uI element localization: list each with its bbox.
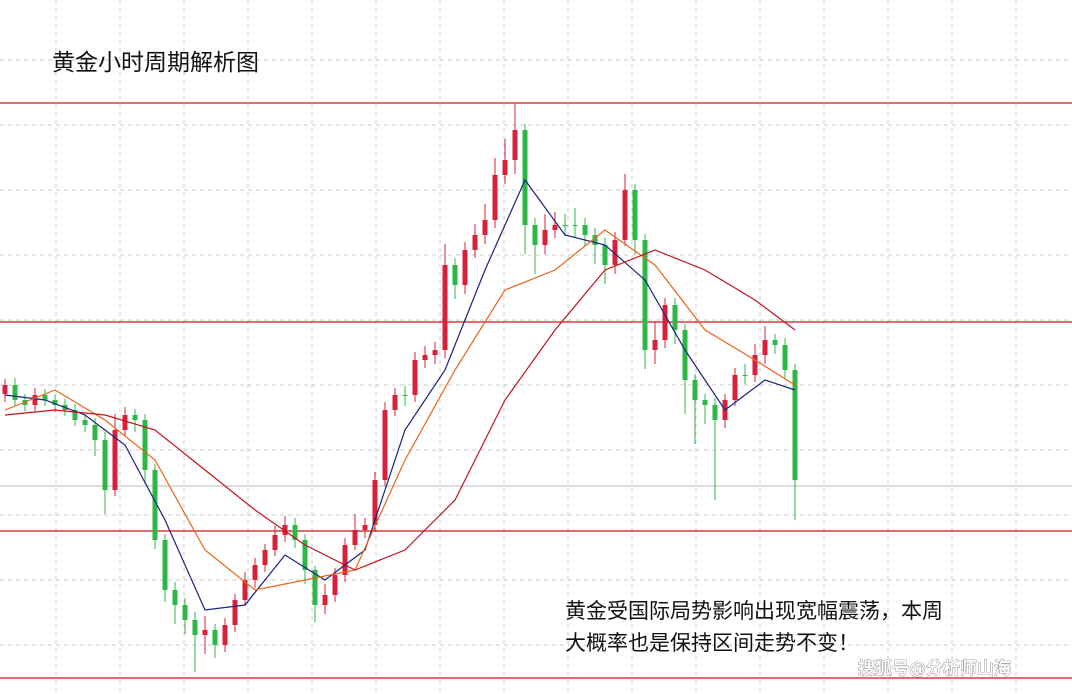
candle-body <box>792 370 798 480</box>
candle-body <box>602 245 608 265</box>
candle-body <box>292 525 298 540</box>
candle-body <box>2 385 8 394</box>
annotation: 黄金受国际局势影响出现宽幅震荡，本周 <box>565 599 943 623</box>
candle-body <box>762 340 768 355</box>
candle-body <box>412 360 418 395</box>
candle-body <box>212 630 218 645</box>
candle-body <box>312 570 318 605</box>
candle-body <box>782 345 788 370</box>
candle-body <box>642 240 648 350</box>
candle-body <box>332 575 338 595</box>
candle-body <box>222 625 228 645</box>
candle-body <box>712 405 718 420</box>
candle-body <box>202 630 208 635</box>
candle-body <box>252 565 258 580</box>
candle-body <box>182 605 188 620</box>
candle-body <box>152 470 158 540</box>
candle-body <box>442 265 448 350</box>
candle-body <box>342 545 348 575</box>
candle-body <box>232 600 238 625</box>
candle-body <box>242 580 248 600</box>
candle-body <box>272 535 278 550</box>
candle-body <box>522 130 528 225</box>
candle-body <box>82 420 88 425</box>
candle-body <box>282 525 288 535</box>
candle-body <box>662 305 668 340</box>
candle-body <box>652 340 658 350</box>
candle-body <box>552 225 558 230</box>
moving-average <box>4 178 796 611</box>
candle-body <box>682 330 688 380</box>
candle-body <box>402 395 408 396</box>
candle-body <box>362 525 368 530</box>
candle-body <box>672 305 678 330</box>
candle-body <box>502 160 508 175</box>
candle-body <box>472 235 478 250</box>
candle-body <box>122 415 128 430</box>
candle-body <box>132 415 138 420</box>
candle-body <box>382 410 388 480</box>
candle-body <box>262 550 268 565</box>
candle-body <box>302 540 308 570</box>
candle-body <box>432 350 438 355</box>
candle-body <box>372 480 378 525</box>
candle-body <box>742 375 748 376</box>
candle-body <box>192 620 198 635</box>
candle-body <box>482 220 488 235</box>
candle-body <box>422 355 428 360</box>
moving-average <box>4 229 796 591</box>
candle-body <box>622 190 628 240</box>
candle-body <box>702 400 708 405</box>
candle-body <box>162 540 168 590</box>
candle-body <box>772 340 778 345</box>
candle-body <box>582 225 588 235</box>
candle-body <box>42 395 48 400</box>
candle-body <box>632 190 638 240</box>
plot <box>0 102 1072 679</box>
candle-body <box>12 385 18 400</box>
candle-body <box>692 380 698 400</box>
chart-title: 黄金小时周期解析图 <box>52 50 259 76</box>
candle-body <box>562 225 568 226</box>
candle-body <box>92 425 98 440</box>
candle-body <box>752 355 758 375</box>
candle-body <box>592 235 598 245</box>
candle-body <box>32 395 38 405</box>
candle-body <box>172 590 178 605</box>
candle-body <box>542 230 548 245</box>
candle-body <box>392 395 398 410</box>
candle-body <box>532 225 538 245</box>
candle-body <box>112 430 118 490</box>
watermark: 搜狐号@分析师山海 <box>858 658 1011 679</box>
candle-body <box>352 530 358 545</box>
candle-body <box>492 175 498 220</box>
annotation: 大概率也是保持区间走势不变！ <box>565 631 859 655</box>
candle-body <box>322 595 328 605</box>
candle-body <box>462 250 468 285</box>
candle-body <box>732 375 738 400</box>
candle-body <box>572 225 578 226</box>
candle-body <box>452 265 458 285</box>
candle-body <box>512 130 518 160</box>
moving-average <box>4 249 796 571</box>
candle-body <box>72 410 78 420</box>
candle-body <box>142 420 148 470</box>
candle-body <box>52 400 58 405</box>
candle-body <box>102 440 108 490</box>
candle-body <box>612 240 618 265</box>
